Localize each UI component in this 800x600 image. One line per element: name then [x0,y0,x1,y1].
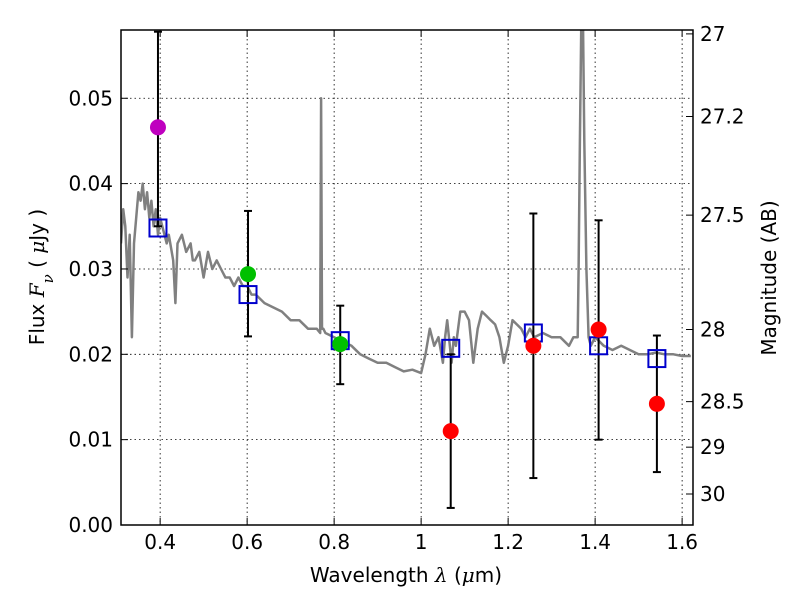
x-tick-label: 0.8 [318,530,350,554]
y-tick-label: 0.00 [68,513,113,537]
y2-tick-label: 29 [700,435,725,459]
observed-photometry-point [442,423,459,440]
y-tick-label: 0.04 [68,172,113,196]
x-tick-label: 0.4 [144,530,176,554]
y2-tick-label: 27.2 [700,105,745,129]
model-photometry-square [441,338,461,358]
model-photometry-square [647,349,667,369]
observed-photometry-point [648,395,665,412]
y-tick-label: 0.05 [68,86,113,110]
observed-photometry-point [332,336,349,353]
y2-tick-label: 28 [700,317,725,341]
model-spectrum-line [121,30,691,375]
x-tick-label: 1.2 [492,530,524,554]
y-axis-label: Flux Fν ( μJy ) [25,209,57,345]
y-tick-label: 0.03 [68,257,113,281]
x-tick-label: 1.6 [666,530,698,554]
model-photometry-square [148,218,168,238]
plot-content [121,30,691,509]
observed-photometry-point [590,321,607,338]
y2-tick-label: 28.5 [700,390,745,414]
x-tick-label: 0.6 [231,530,263,554]
y2-tick-label: 27.5 [700,203,745,227]
y-tick-label: 0.01 [68,428,113,452]
x-axis-label: Wavelength λ (μm) [310,563,502,587]
y2-tick-label: 27 [700,22,725,46]
y-tick-label: 0.02 [68,342,113,366]
observed-photometry-point [240,266,257,283]
x-tick-label: 1 [415,530,428,554]
grid [121,30,693,525]
plot-frame [120,29,694,526]
model-photometry-square [238,285,258,305]
observed-photometry-point [149,119,166,136]
observed-photometry-point [525,337,542,354]
y2-axis-label: Magnitude (AB) [757,200,781,355]
ticks: 0.4 0.6 0.8 1 1.2 1.4 1.6 0.00 0.01 0.02 0.03 0.04 0… [68,22,744,554]
y2-tick-label: 30 [700,482,725,506]
x-tick-label: 1.4 [579,530,611,554]
